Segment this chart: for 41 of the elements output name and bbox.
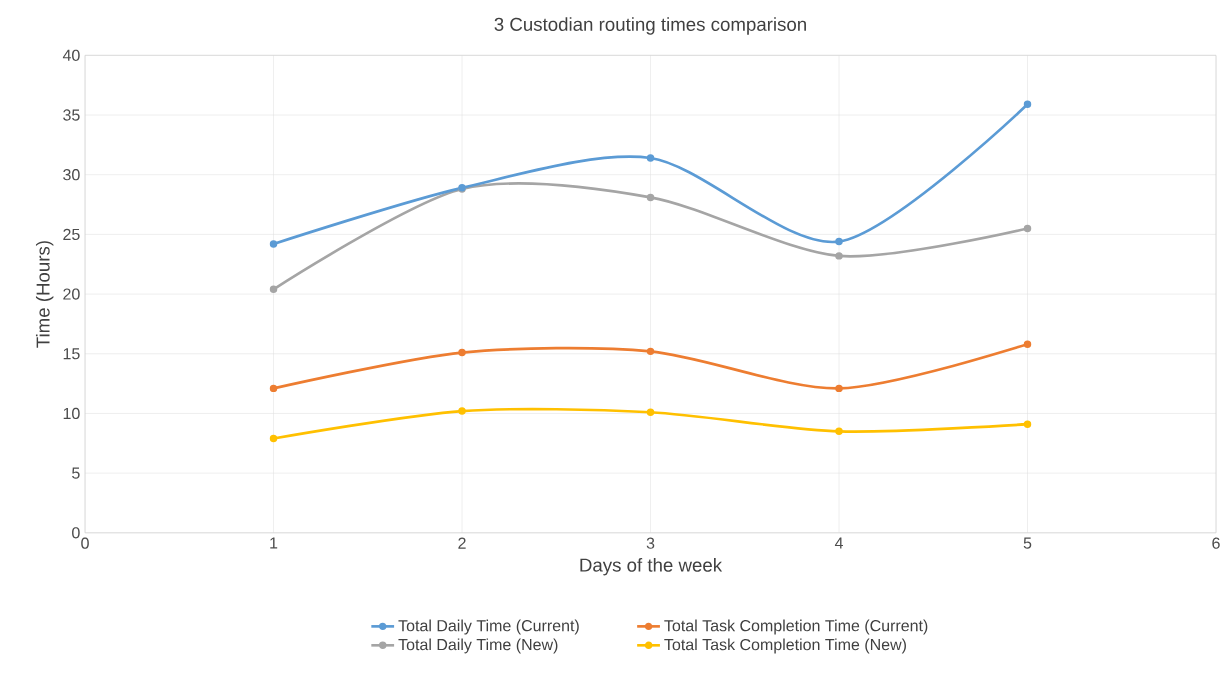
x-axis-title: Days of the week <box>580 558 723 576</box>
point <box>269 285 278 294</box>
point <box>458 348 466 357</box>
y-tick-label: 25 <box>63 228 80 241</box>
y-tick-label: 10 <box>63 407 80 420</box>
point <box>646 347 655 356</box>
point <box>646 154 655 162</box>
legend-label: Total Task Completion Time (Current) <box>664 619 928 635</box>
point <box>835 237 843 246</box>
legend-label: Total Daily Time (New) <box>398 638 558 654</box>
point <box>1023 340 1032 349</box>
chart-title: 3 Custodian routing times comparison <box>494 17 806 35</box>
point <box>269 240 278 248</box>
x-tick-label: 0 <box>81 537 89 549</box>
x-tick-label: 5 <box>1023 537 1032 549</box>
y-tick-label: 20 <box>63 288 80 300</box>
point <box>1023 420 1032 429</box>
legend-label: Total Daily Time (Current) <box>398 619 579 635</box>
y-tick-label: 5 <box>72 467 80 479</box>
x-tick-label: 6 <box>1212 537 1220 549</box>
y-tick-label: 30 <box>63 169 80 181</box>
point <box>835 252 843 260</box>
x-tick-label: 2 <box>458 537 466 549</box>
point <box>835 384 843 393</box>
x-tick-label: 3 <box>646 537 655 549</box>
x-tick-label: 4 <box>834 537 843 549</box>
point <box>269 384 278 393</box>
point <box>269 434 278 443</box>
x-tick-label: 1 <box>270 537 278 549</box>
y-tick-label: 15 <box>63 348 80 360</box>
legend-label: Total Task Completion Time (New) <box>664 638 906 654</box>
point <box>1023 224 1032 233</box>
y-tick-label: 40 <box>62 49 80 62</box>
point <box>646 193 655 202</box>
point <box>1023 100 1032 109</box>
point <box>458 407 466 415</box>
y-tick-label: 35 <box>63 109 80 121</box>
point <box>646 408 655 417</box>
y-axis-title: Time (Hours) <box>35 241 54 348</box>
point <box>835 427 843 436</box>
y-tick-label: 0 <box>72 527 80 539</box>
